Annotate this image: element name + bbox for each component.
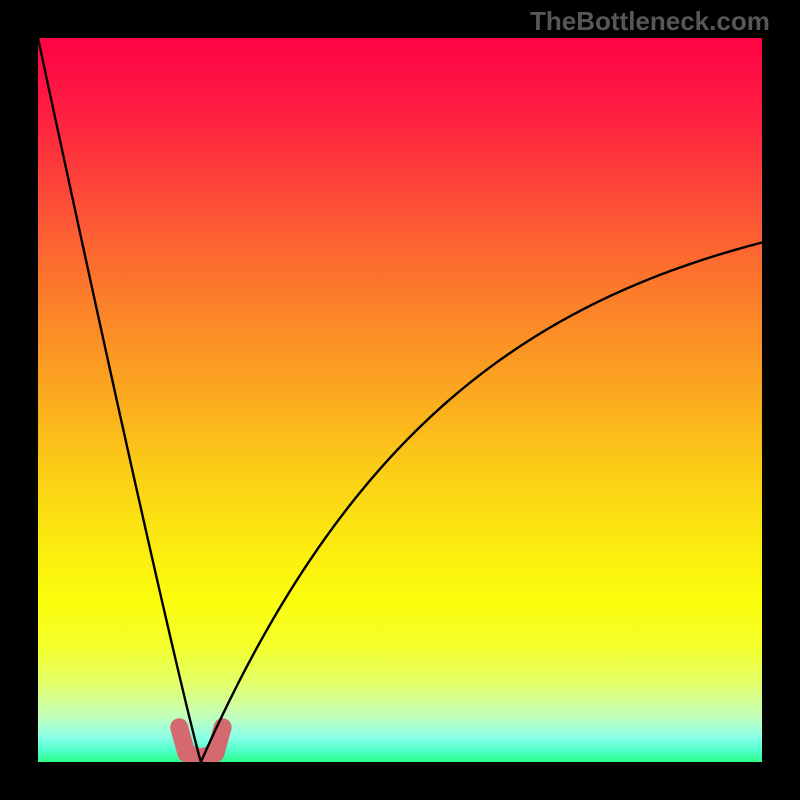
bottleneck-chart — [38, 38, 762, 762]
watermark-text: TheBottleneck.com — [530, 6, 770, 37]
canvas: TheBottleneck.com — [0, 0, 800, 800]
plot-area — [38, 38, 762, 762]
bottleneck-curve — [38, 38, 762, 762]
balanced-marker — [179, 727, 222, 757]
